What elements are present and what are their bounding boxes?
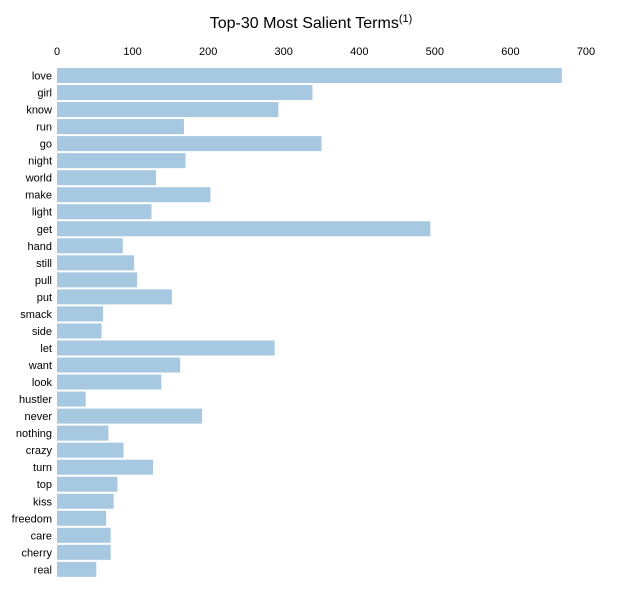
- x-tick-label: 200: [199, 46, 217, 58]
- category-label-night: night: [28, 156, 52, 168]
- category-label-turn: turn: [33, 462, 52, 474]
- category-label-freedom: freedom: [12, 513, 52, 525]
- bar-girl: [57, 85, 313, 101]
- bar-light: [57, 204, 152, 220]
- bar-freedom: [57, 510, 107, 526]
- bar-pull: [57, 272, 138, 288]
- category-label-girl: girl: [37, 88, 52, 100]
- bar-nothing: [57, 425, 109, 441]
- category-label-look: look: [32, 377, 53, 389]
- bar-side: [57, 323, 102, 339]
- bar-world: [57, 170, 156, 186]
- category-label-side: side: [32, 326, 52, 338]
- bar-kiss: [57, 493, 114, 509]
- category-label-pull: pull: [35, 275, 52, 287]
- x-tick-label: 600: [501, 46, 519, 58]
- category-label-love: love: [32, 71, 52, 83]
- x-tick-label: 400: [350, 46, 368, 58]
- category-label-go: go: [40, 139, 52, 151]
- category-label-never: never: [24, 411, 52, 423]
- category-label-make: make: [25, 190, 52, 202]
- category-label-real: real: [34, 564, 52, 576]
- bar-turn: [57, 459, 153, 475]
- category-label-run: run: [36, 122, 52, 134]
- category-label-kiss: kiss: [33, 496, 52, 508]
- chart-title-main: Top-30 Most Salient Terms: [210, 15, 399, 32]
- chart-title: Top-30 Most Salient Terms(1): [210, 13, 413, 32]
- x-tick-label: 0: [54, 46, 60, 58]
- bar-smack: [57, 306, 104, 322]
- category-label-know: know: [26, 105, 52, 117]
- bar-night: [57, 153, 186, 169]
- bar-still: [57, 255, 135, 271]
- bars-group: [57, 68, 562, 577]
- category-label-want: want: [28, 360, 52, 372]
- bar-get: [57, 221, 431, 237]
- category-label-world: world: [25, 173, 52, 185]
- x-axis-ticks: 0 100 200 300 400 500 600 700: [54, 46, 595, 58]
- category-label-hustler: hustler: [19, 394, 52, 406]
- category-label-top: top: [37, 479, 52, 491]
- chart-title-superscript: (1): [399, 13, 412, 25]
- bar-go: [57, 136, 322, 152]
- bar-run: [57, 119, 184, 135]
- bar-never: [57, 408, 203, 424]
- bar-let: [57, 340, 275, 356]
- category-label-crazy: crazy: [26, 445, 53, 457]
- category-labels: love girl know run go night world make light get h…: [12, 71, 53, 577]
- category-label-light: light: [32, 207, 52, 219]
- x-tick-label: 100: [123, 46, 141, 58]
- bar-cherry: [57, 544, 111, 560]
- category-label-still: still: [36, 258, 52, 270]
- category-label-nothing: nothing: [16, 428, 52, 440]
- category-label-smack: smack: [20, 309, 52, 321]
- bar-put: [57, 289, 172, 305]
- bar-top: [57, 476, 118, 492]
- x-tick-label: 500: [426, 46, 444, 58]
- x-tick-label: 700: [577, 46, 595, 58]
- x-tick-label: 300: [275, 46, 293, 58]
- bar-care: [57, 527, 111, 543]
- category-label-get: get: [37, 224, 52, 236]
- category-label-hand: hand: [28, 241, 52, 253]
- bar-want: [57, 357, 181, 373]
- bar-make: [57, 187, 211, 203]
- category-label-put: put: [37, 292, 52, 304]
- bar-crazy: [57, 442, 124, 458]
- bar-hand: [57, 238, 123, 254]
- category-label-care: care: [31, 530, 52, 542]
- category-label-cherry: cherry: [21, 547, 52, 559]
- bar-love: [57, 68, 562, 83]
- bar-know: [57, 102, 279, 118]
- bar-real: [57, 561, 97, 577]
- bar-hustler: [57, 391, 86, 407]
- bar-look: [57, 374, 162, 390]
- category-label-let: let: [40, 343, 52, 355]
